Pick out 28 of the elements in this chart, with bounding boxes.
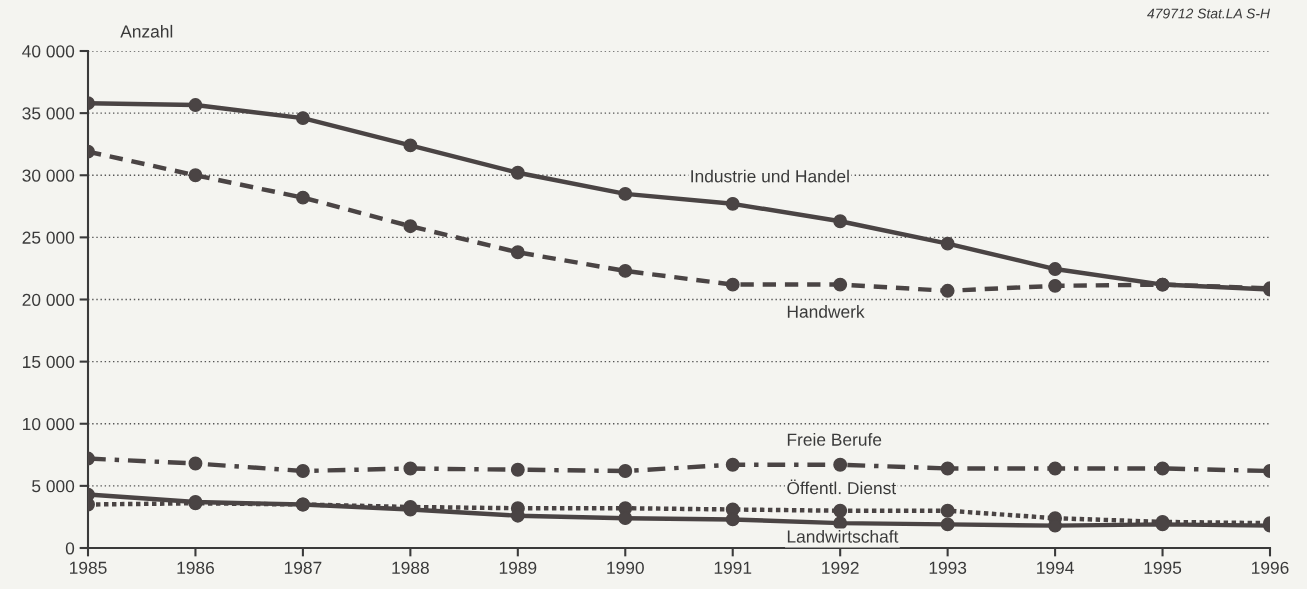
x-tick-label: 1990 [607,561,644,574]
x-tick-label: 1996 [1252,561,1289,574]
x-tick-label: 1985 [70,561,107,574]
y-tick-label: 40 000 [22,45,75,58]
x-tick-label: 1994 [1037,561,1074,574]
x-tick-label: 1988 [392,561,429,574]
x-tick-label: 1987 [284,561,322,574]
y-tick-label: 0 [65,542,75,555]
series-label: Industrie und Handel [691,169,849,183]
text: 479712 Stat.LA S-H [1147,8,1271,19]
x-tick-label: 1991 [714,561,752,574]
series-label: Öffentl. Dienst [787,479,897,495]
y-tick-label: 20 000 [22,293,75,306]
series-label: Freie Berufe [787,433,882,446]
x-tick-label: 1989 [499,561,537,574]
x-tick-label: 1995 [1144,561,1182,574]
x-tick-label: 1992 [822,561,859,574]
x-tick-label: 1993 [929,561,967,574]
x-tick-label: 1986 [177,561,214,574]
y-tick-label: 10 000 [23,417,75,431]
y-tick-label: 5 000 [32,480,75,493]
y-tick-label: 35 000 [22,107,75,120]
y-tick-label: 15 000 [23,355,75,369]
series-label: Landwirtschaft [787,529,899,543]
y-tick-label: 25 000 [22,231,75,244]
series-label: Handwerk [787,305,865,318]
y-tick-label: 30 000 [22,169,75,182]
y-axis-title: Anzahl [120,24,173,38]
